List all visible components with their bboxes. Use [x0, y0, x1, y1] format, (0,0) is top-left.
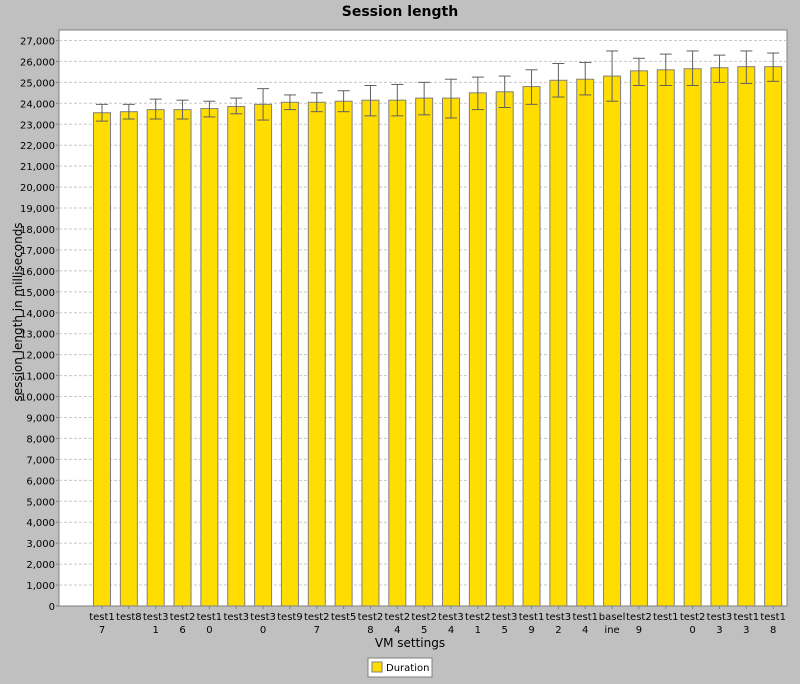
bar — [173, 109, 192, 607]
x-tick-label: test2 4 — [385, 612, 411, 636]
bar — [683, 68, 702, 607]
bar — [200, 108, 219, 607]
bar — [764, 66, 783, 607]
bar — [307, 101, 326, 607]
bar — [737, 66, 756, 607]
y-tick-label: 6,000 — [26, 476, 55, 487]
y-tick-label: 0 — [49, 602, 55, 613]
x-tick-label: test1 3 — [734, 612, 760, 636]
bar — [495, 91, 514, 607]
y-tick-label: 3,000 — [26, 539, 55, 550]
x-tick-label: test1 8 — [760, 612, 786, 636]
y-tick-label: 20,000 — [20, 183, 55, 194]
x-tick-label: test2 1 — [465, 612, 491, 636]
x-tick-label: test1 — [653, 612, 679, 623]
bar — [119, 111, 138, 607]
y-tick-label: 7,000 — [26, 455, 55, 466]
bar — [656, 69, 675, 607]
y-tick-label: 26,000 — [20, 57, 55, 68]
y-tick-label: 24,000 — [20, 99, 55, 110]
x-tick-label: test2 8 — [358, 612, 384, 636]
y-tick-label: 19,000 — [20, 204, 55, 215]
bar — [254, 103, 273, 607]
y-tick-label: 23,000 — [20, 120, 55, 131]
bar — [549, 79, 568, 607]
y-tick-label: 18,000 — [20, 225, 55, 236]
y-tick-label: 22,000 — [20, 141, 55, 152]
bar — [334, 100, 353, 607]
x-tick-label: test2 0 — [680, 612, 706, 636]
x-tick-label: test1 0 — [197, 612, 223, 636]
bar — [603, 75, 622, 607]
bar — [522, 86, 541, 607]
x-tick-label: test2 5 — [411, 612, 437, 636]
y-tick-label: 15,000 — [20, 288, 55, 299]
x-tick-label: test9 — [277, 612, 303, 623]
y-tick-label: 8,000 — [26, 434, 55, 445]
y-tick-label: 27,000 — [20, 36, 55, 47]
y-tick-label: 25,000 — [20, 78, 55, 89]
y-tick-label: 11,000 — [20, 372, 55, 383]
y-tick-label: 10,000 — [20, 393, 55, 404]
x-tick-label: test8 — [116, 612, 142, 623]
y-tick-label: 12,000 — [20, 351, 55, 362]
bar — [468, 92, 487, 607]
x-tick-label: test2 7 — [304, 612, 330, 636]
bar — [280, 101, 299, 607]
x-axis-title: VM settings — [375, 636, 445, 650]
legend-swatch — [371, 661, 383, 673]
y-axis: 0 1,000 2,000 3,000 4,000 5,000 6,000 7,000 8,00… — [20, 36, 59, 613]
legend-box — [367, 657, 433, 678]
y-tick-label: 17,000 — [20, 246, 55, 257]
y-tick-label: 5,000 — [26, 497, 55, 508]
x-tick-label: test3 4 — [438, 612, 464, 636]
bar — [576, 78, 595, 607]
x-tick-label: test3 1 — [143, 612, 169, 636]
y-tick-label: 1,000 — [26, 581, 55, 592]
bar — [361, 99, 380, 607]
x-tick-label: test5 — [331, 612, 357, 623]
legend: Duration — [367, 657, 433, 678]
x-tick-label: test2 9 — [626, 612, 652, 636]
x-tick-label: test3 0 — [250, 612, 276, 636]
x-tick-label: basel ine — [599, 612, 626, 636]
y-tick-label: 21,000 — [20, 162, 55, 173]
x-tick-label: test1 4 — [572, 612, 598, 636]
x-tick-label: test3 2 — [546, 612, 572, 636]
y-tick-label: 13,000 — [20, 330, 55, 341]
legend-label: Duration — [386, 663, 429, 674]
bar — [629, 70, 648, 607]
x-tick-label: test3 3 — [707, 612, 733, 636]
error-bars — [96, 50, 780, 122]
y-tick-label: 9,000 — [26, 413, 55, 424]
bar — [710, 67, 729, 607]
bar — [93, 112, 111, 607]
x-tick-label: test3 5 — [492, 612, 518, 636]
x-tick-label: test3 — [223, 612, 249, 623]
bar — [227, 105, 246, 607]
x-tick-label: test1 7 — [89, 612, 115, 636]
y-tick-label: 2,000 — [26, 560, 55, 571]
bar — [442, 97, 460, 607]
bar — [146, 109, 165, 607]
x-tick-label: test2 6 — [170, 612, 196, 636]
bar — [388, 99, 407, 607]
bar — [415, 97, 434, 607]
y-tick-label: 4,000 — [26, 518, 55, 529]
chart-title: Session length — [342, 4, 458, 20]
y-axis-title: session length in milliseconds — [11, 222, 25, 401]
x-tick-label: test1 9 — [519, 612, 545, 636]
y-tick-label: 16,000 — [20, 267, 55, 278]
y-tick-label: 14,000 — [20, 309, 55, 320]
